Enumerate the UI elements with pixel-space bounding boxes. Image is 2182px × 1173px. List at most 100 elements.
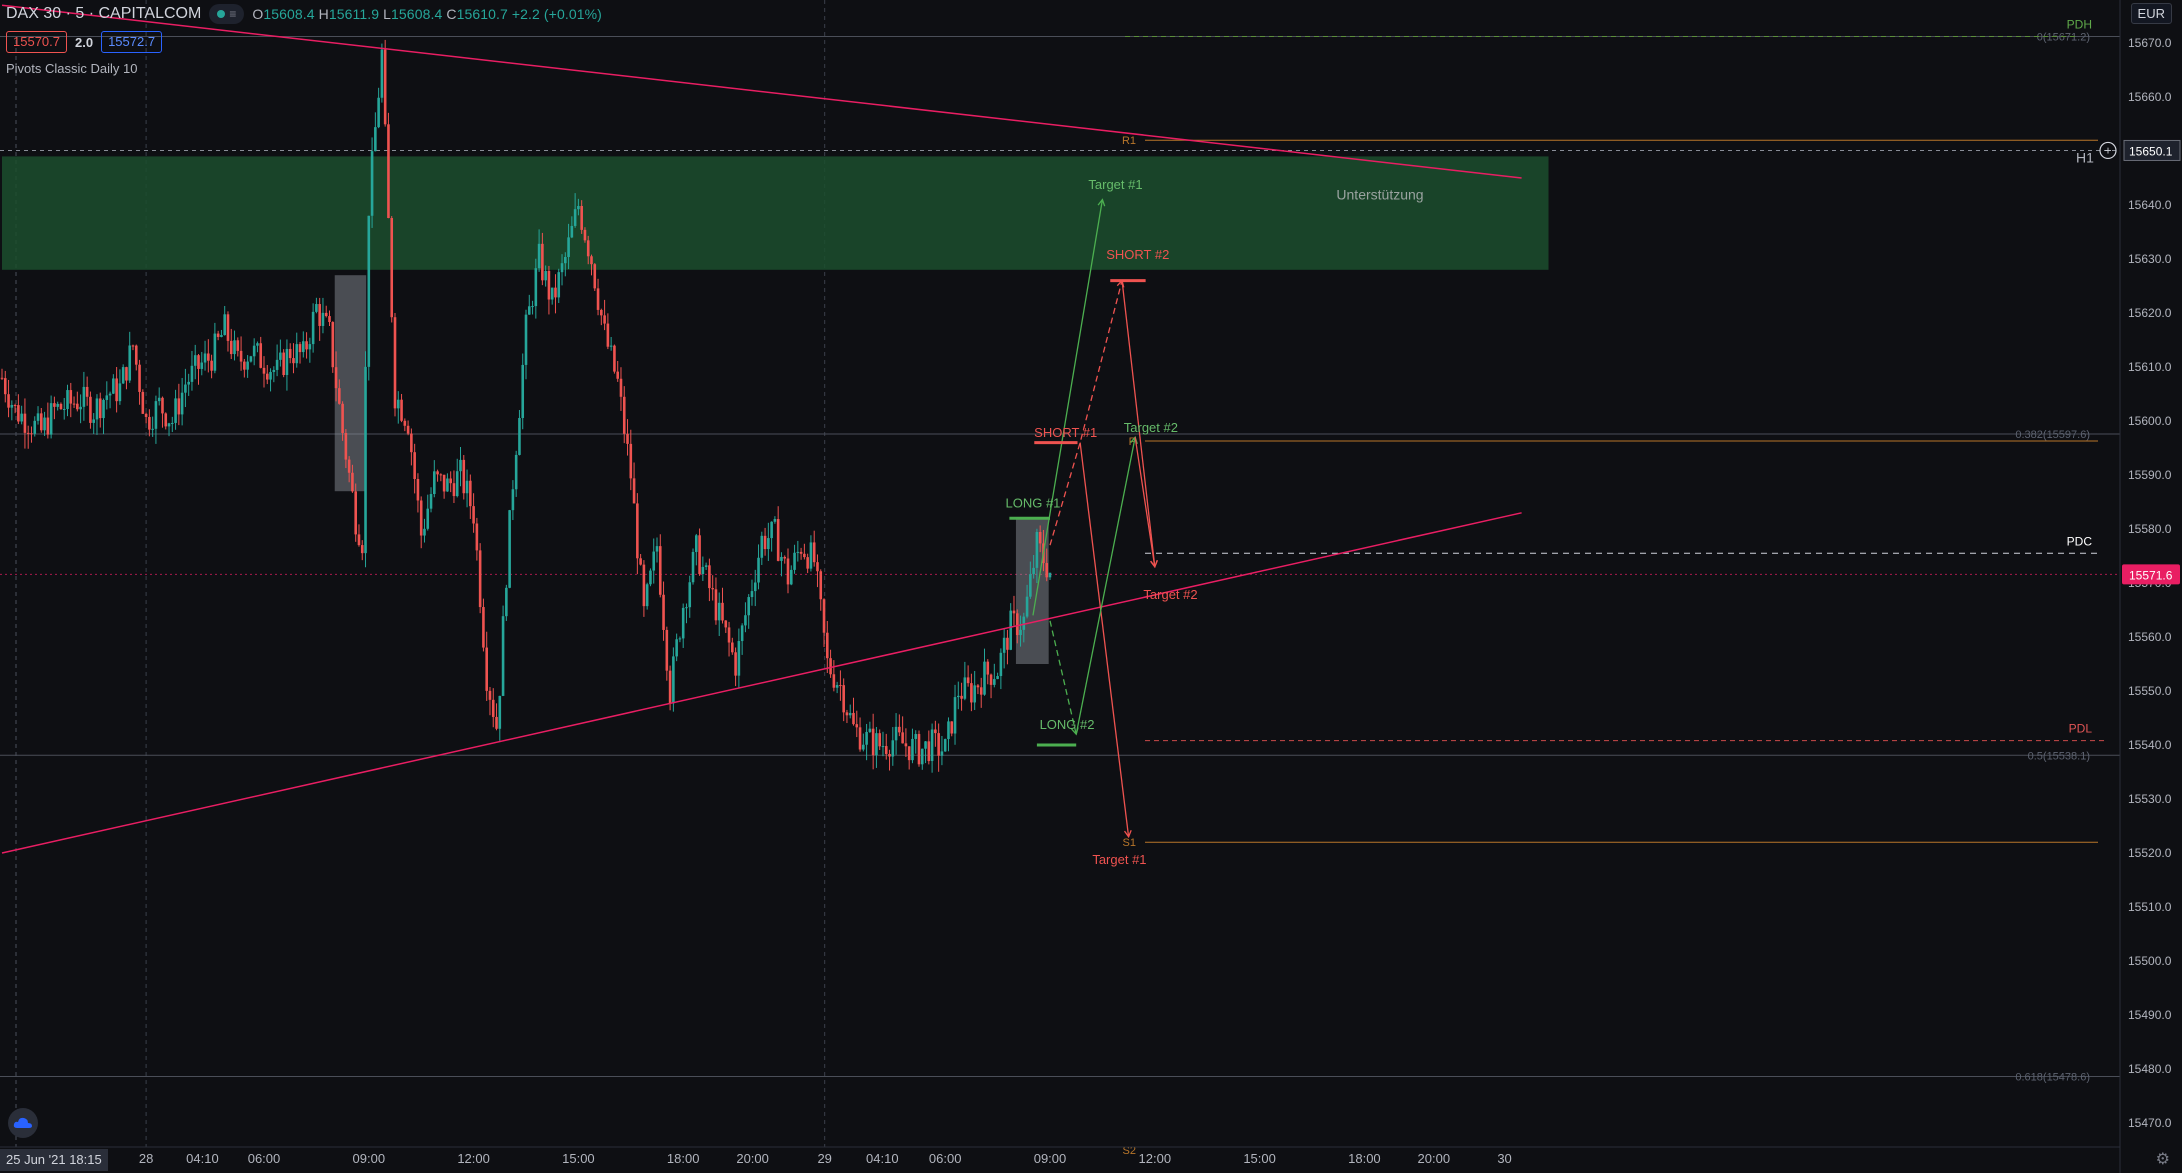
candle-body [288, 348, 292, 359]
candle-body [855, 724, 859, 728]
candle-body [780, 556, 783, 561]
candle-body [344, 433, 348, 460]
market-status-badge[interactable]: ≡ [209, 4, 245, 24]
candle-body [446, 478, 449, 492]
candle-body [478, 550, 482, 608]
candle-body [102, 399, 105, 419]
price-tick-label: 15670.0 [2128, 36, 2172, 50]
candle-body [704, 565, 708, 567]
candle-body [862, 744, 865, 750]
candle-body [272, 369, 276, 373]
trade-arrowhead [1097, 198, 1106, 207]
crosshair-date-label: 25 Jun '21 18:15 [0, 1149, 108, 1171]
candle-body [632, 478, 636, 504]
trade-label: Target #1 [1088, 177, 1142, 192]
fib-level-label: 0.382(15597.6) [2015, 429, 2090, 441]
candle-body [426, 508, 430, 529]
candle-body [1012, 610, 1016, 614]
symbol-title[interactable]: DAX 30 · 5 · CAPITALCOM [6, 5, 202, 22]
candle-body [544, 270, 547, 281]
candle-body [753, 582, 757, 592]
candle-body [1019, 629, 1022, 636]
candle-body [842, 685, 845, 713]
trade-arrowhead [1123, 830, 1132, 839]
trade-path [1049, 280, 1123, 546]
open-value: 15608.4 [263, 6, 315, 22]
candle-body [557, 272, 561, 298]
candle-body [927, 741, 931, 762]
candle-body [626, 433, 629, 444]
candle-body [724, 620, 728, 628]
candle-body [207, 353, 210, 361]
candle-body [639, 558, 642, 565]
candle-body [118, 383, 122, 402]
candle-body [727, 627, 731, 643]
candle-body [56, 403, 59, 407]
candle-body [328, 316, 331, 323]
candle-body [92, 419, 95, 423]
candle-body [547, 270, 551, 300]
candle-body [567, 237, 570, 258]
candle-body [731, 642, 734, 653]
candle-body [930, 729, 934, 762]
candle-body [924, 741, 927, 749]
candle-body [180, 392, 184, 415]
candle-body [881, 746, 885, 748]
price-tick-label: 15510.0 [2128, 900, 2172, 914]
candle-body [934, 729, 937, 734]
candle-body [66, 390, 69, 409]
sell-button[interactable]: 15570.7 [6, 31, 67, 53]
trade-label: Target #1 [1092, 852, 1146, 867]
candle-body [911, 738, 914, 761]
time-tick-label: 12:00 [457, 1151, 490, 1166]
candle-body [740, 625, 744, 642]
indicator-legend[interactable]: Pivots Classic Daily 10 [6, 61, 138, 76]
candle-body [521, 364, 525, 418]
candle-body [665, 629, 669, 671]
candle-body [252, 345, 256, 357]
candle-body [79, 406, 82, 410]
candle-body [138, 364, 141, 392]
crosshair-price-tag [2123, 139, 2181, 161]
fib-level-label: 0(15671.2) [2037, 32, 2090, 44]
candle-body [455, 471, 459, 497]
price-tick-label: 15660.0 [2128, 90, 2172, 104]
buy-button[interactable]: 15572.7 [101, 31, 163, 53]
time-tick-label: 30 [1497, 1151, 1511, 1166]
currency-button[interactable]: EUR [2130, 3, 2172, 24]
price-tick-label: 15520.0 [2128, 846, 2172, 860]
price-tick-label: 15550.0 [2128, 684, 2172, 698]
candle-body [721, 602, 724, 621]
candle-body [688, 582, 692, 608]
candle-body [20, 413, 23, 422]
candle-body [1002, 637, 1006, 653]
candle-body [976, 685, 980, 688]
trade-label: LONG #2 [1040, 717, 1095, 732]
candle-body [338, 388, 341, 404]
candle-body [937, 733, 940, 756]
candle-body [1006, 637, 1009, 650]
price-axis-bg [2120, 0, 2182, 1173]
candle-body [629, 443, 633, 479]
highlight-box [334, 275, 367, 492]
price-tick-label: 15540.0 [2128, 738, 2172, 752]
candle-body [187, 381, 190, 385]
price-tick-label: 15480.0 [2128, 1062, 2172, 1076]
candle-body [616, 371, 619, 379]
candle-body [714, 589, 718, 621]
chart-header: DAX 30 · 5 · CAPITALCOM ≡ O15608.4 H1561… [6, 3, 602, 25]
candle-body [7, 394, 10, 408]
ohlc-readout: O15608.4 H15611.9 L15608.4 C15610.7 +2.2… [252, 6, 602, 22]
tradingview-logo[interactable] [8, 1108, 38, 1138]
candle-body [416, 478, 420, 501]
candle-body [439, 474, 443, 476]
settings-gear-icon[interactable]: ⚙ [2155, 1151, 2170, 1168]
candle-body [655, 546, 659, 552]
trendline [1, 4, 1522, 179]
candle-body [527, 306, 531, 315]
candle-body [865, 731, 868, 745]
candle-body [3, 378, 7, 395]
candle-body [747, 597, 750, 616]
candle-body [1045, 563, 1049, 578]
